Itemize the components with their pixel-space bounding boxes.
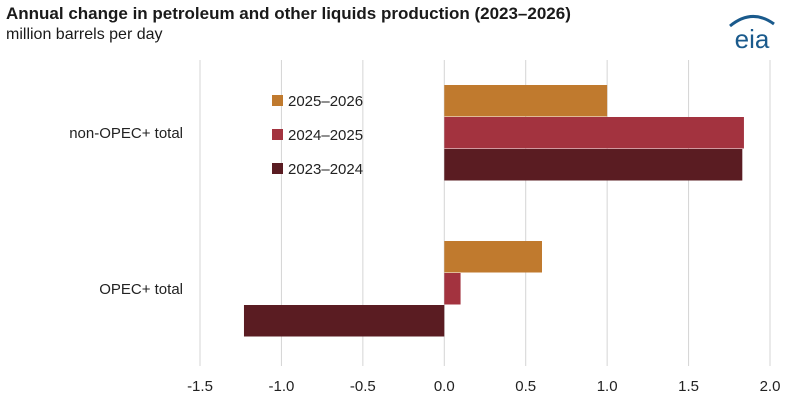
bar — [444, 149, 743, 181]
category-label: OPEC+ total — [99, 281, 183, 298]
legend-label: 2024–2025 — [288, 127, 363, 144]
legend-label: 2023–2024 — [288, 161, 363, 178]
bar — [444, 85, 608, 117]
bar — [444, 273, 461, 305]
logo-arc — [729, 15, 775, 28]
eia-logo: eia — [729, 15, 775, 52]
x-tick-label: -1.0 — [268, 378, 294, 395]
bar — [243, 305, 445, 337]
chart-subtitle: million barrels per day — [6, 26, 163, 43]
x-tick-label: 1.0 — [597, 378, 618, 395]
chart-title: Annual change in petroleum and other liq… — [6, 4, 571, 23]
x-tick-label: 0.5 — [515, 378, 536, 395]
legend-swatch — [272, 129, 283, 140]
bar — [444, 117, 744, 149]
legend-label: 2025–2026 — [288, 93, 363, 110]
legend-swatch — [272, 95, 283, 106]
category-label: non-OPEC+ total — [69, 125, 183, 142]
x-tick-label: 2.0 — [760, 378, 781, 395]
legend-swatch — [272, 163, 283, 174]
x-tick-label: 0.0 — [434, 378, 455, 395]
x-tick-label: -1.5 — [187, 378, 213, 395]
logo-text: eia — [735, 24, 770, 52]
x-tick-label: -0.5 — [350, 378, 376, 395]
bar — [444, 241, 542, 273]
x-tick-label: 1.5 — [678, 378, 699, 395]
